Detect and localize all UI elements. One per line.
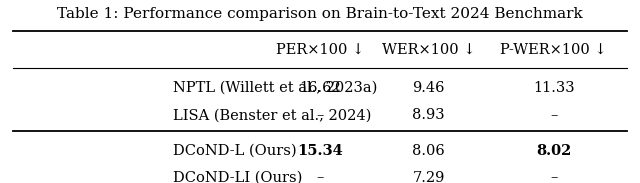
Text: WER×100 ↓: WER×100 ↓	[382, 42, 476, 56]
Text: –: –	[550, 171, 557, 183]
Text: 9.46: 9.46	[413, 81, 445, 95]
Text: NPTL (Willett et al., 2023a): NPTL (Willett et al., 2023a)	[173, 81, 377, 95]
Text: –: –	[550, 108, 557, 122]
Text: 15.34: 15.34	[297, 144, 343, 158]
Text: –: –	[316, 108, 324, 122]
Text: PER×100 ↓: PER×100 ↓	[276, 42, 364, 56]
Text: Table 1: Performance comparison on Brain-to-Text 2024 Benchmark: Table 1: Performance comparison on Brain…	[57, 7, 583, 21]
Text: 7.29: 7.29	[413, 171, 445, 183]
Text: 8.06: 8.06	[412, 144, 445, 158]
Text: LISA (Benster et al., 2024): LISA (Benster et al., 2024)	[173, 108, 371, 122]
Text: 16.62: 16.62	[299, 81, 341, 95]
Text: P-WER×100 ↓: P-WER×100 ↓	[500, 42, 607, 56]
Text: 11.33: 11.33	[532, 81, 575, 95]
Text: –: –	[316, 171, 324, 183]
Text: DCoND-LI (Ours): DCoND-LI (Ours)	[173, 171, 302, 183]
Text: 8.02: 8.02	[536, 144, 572, 158]
Text: DCoND-L (Ours): DCoND-L (Ours)	[173, 144, 296, 158]
Text: 8.93: 8.93	[413, 108, 445, 122]
